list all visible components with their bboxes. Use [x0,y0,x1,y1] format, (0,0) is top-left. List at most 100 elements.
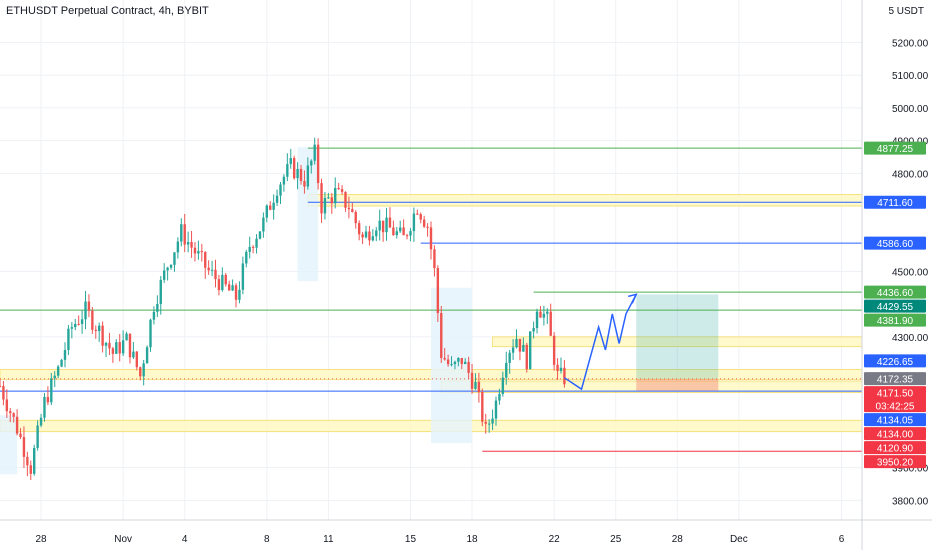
candle-body [522,344,525,352]
x-tick-label: 11 [323,534,334,545]
symbol-title: ETHUSDT Perpetual Contract, 4h, BYBIT [6,5,209,17]
candle-body [145,347,149,364]
candle-body [9,411,12,414]
candle-body [453,361,457,365]
candle-body [43,396,46,418]
candle-body [84,301,87,320]
position-stop-area [636,378,719,392]
candle-body [364,231,368,238]
candle-body [505,362,508,378]
price-tag [864,313,926,327]
candle-body [556,364,559,372]
candle-body [337,187,340,190]
candle-body [518,338,522,352]
candle-body [0,385,2,387]
candle-body [327,197,330,199]
candle-body [494,400,498,419]
candle-body [111,348,115,354]
candle-body [559,367,563,372]
price-tag-label: 3950.20 [877,458,914,469]
candle-body [392,227,395,236]
candle-body [313,144,316,161]
y-tick-label: 4800.00 [892,169,929,180]
candle-body [180,224,183,242]
time-axis-panel [0,520,932,550]
candle-body [334,187,337,204]
candle-body [460,357,463,364]
x-tick-label: Dec [730,534,748,545]
candle-body [166,267,169,271]
grid [0,0,862,520]
candle-body [306,165,310,187]
candle-body [39,417,43,426]
price-tag [864,195,926,209]
candle-body [33,447,36,474]
price-tag-label: 4436.60 [877,288,914,299]
candle-body [361,234,364,238]
y-tick-label: 3800.00 [892,496,929,507]
candle-body [552,335,556,365]
candle-body [183,224,186,245]
candle-body [121,340,125,354]
candle-body [535,311,539,329]
currency-label[interactable]: 5 USDT [888,6,924,17]
candle-body [286,164,289,177]
x-tick-label: Nov [114,534,132,545]
candle-body [251,246,255,248]
candle-body [46,396,50,403]
countdown-label: 03:42:25 [876,402,915,413]
candle-body [193,247,197,254]
candle-body [296,168,299,179]
candle-body [477,381,481,393]
price-tag-label: 4120.90 [877,444,914,455]
x-tick-label: 18 [466,534,478,545]
price-tag-label: 4877.25 [877,144,914,155]
candle-body [224,274,227,285]
candle-body [272,202,275,210]
candle-body [299,168,303,181]
candle-body [173,252,176,265]
candle-body [128,333,132,358]
candle-body [258,231,262,239]
candle-body [56,366,60,376]
candles [0,137,566,481]
candle-body [36,425,39,448]
candle-body [248,246,251,252]
price-tag [864,427,926,441]
projection-arrowhead [628,293,638,304]
price-tag [864,141,926,155]
candle-body [470,372,474,389]
candle-body [289,158,292,165]
price-tag [864,441,926,455]
candle-body [12,413,15,417]
candle-body [255,238,258,248]
candle-body [347,207,351,210]
price-tag-label: 4134.05 [877,416,914,427]
candle-body [375,230,378,237]
candle-body [94,329,97,331]
candle-body [525,344,528,370]
candle-body [221,274,224,291]
candle-body [176,241,180,253]
candle-body [330,197,333,204]
candle-body [450,364,453,366]
price-tag-label: 4586.60 [877,239,914,250]
candle-body [152,311,156,320]
candle-body [26,456,29,466]
price-tag-label: 4134.00 [877,430,914,441]
price-tag-label: 4172.35 [877,375,914,386]
candle-body [371,236,375,241]
candle-body [139,367,142,377]
candle-body [422,219,426,227]
candle-body [498,393,501,401]
candle-body [63,350,67,360]
y-tick-label: 4500.00 [892,267,929,278]
candle-body [241,263,245,290]
candle-body [549,311,552,336]
candle-body [234,285,238,300]
x-tick-label: 15 [405,534,417,545]
candle-body [412,213,416,232]
y-tick-label: 3900.00 [892,464,929,475]
